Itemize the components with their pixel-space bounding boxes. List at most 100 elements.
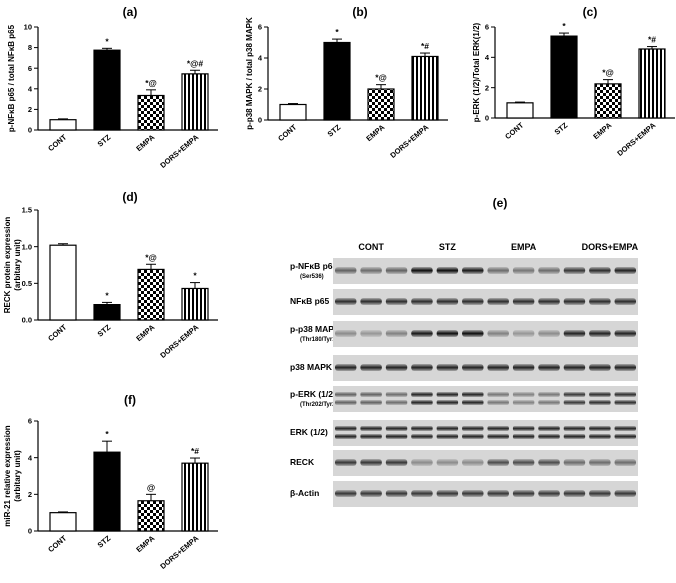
blot-band <box>487 267 509 274</box>
category-label: EMPA <box>591 120 613 141</box>
y-axis-title: p-ERK (1/2)/Total ERK(1/2) <box>472 22 481 122</box>
blot-row-label: p-NFκB p65 <box>290 261 338 271</box>
blot-band <box>614 400 636 405</box>
blot-band <box>411 330 433 337</box>
blot-band <box>462 392 484 397</box>
category-label: DORS+EMPA <box>158 132 200 170</box>
significance-label: * <box>105 290 109 300</box>
blot-band <box>487 490 509 497</box>
blot-band <box>589 459 611 466</box>
category-label: EMPA <box>134 533 156 554</box>
blot-band <box>614 330 636 337</box>
blot-band <box>614 298 636 305</box>
blot-band <box>563 298 586 305</box>
bar-dors-empa <box>411 55 439 121</box>
blot-row-7: β-Actin <box>290 481 638 507</box>
blot-band <box>538 459 560 466</box>
blot-band <box>563 330 586 337</box>
y-tick-label: 6 <box>258 23 262 32</box>
blot-row-2: p-p38 MAPK (Thr180/Tyr182) <box>290 321 638 347</box>
y-tick-label: 6 <box>485 23 489 32</box>
blot-band <box>385 267 408 274</box>
blot-row-1: NFκB p65 <box>290 289 638 315</box>
blot-band <box>436 298 459 305</box>
y-tick-label: 0.0 <box>22 316 32 325</box>
blot-strip <box>333 420 638 446</box>
blot-row-sublabel: (Thr180/Tyr182) <box>300 337 344 343</box>
panel-label: (f) <box>124 393 136 407</box>
blot-row-sublabel: (Thr202/Tyr204) <box>300 402 344 408</box>
category-label: CONT <box>46 132 68 153</box>
bar-cont <box>49 512 77 532</box>
blot-band <box>589 330 611 337</box>
blot-band <box>385 392 408 397</box>
bar-stz <box>323 41 351 121</box>
y-tick-label: 2 <box>28 490 32 499</box>
blot-group-label: EMPA <box>511 242 537 252</box>
blot-group-label: STZ <box>439 242 457 252</box>
blot-row-6: RECK <box>290 450 638 476</box>
significance-label: *# <box>191 446 199 456</box>
blot-band <box>512 330 535 337</box>
y-tick-label: 4 <box>258 54 263 63</box>
blot-band <box>614 364 636 371</box>
blot-band <box>411 490 433 497</box>
blot-band <box>538 330 560 337</box>
blot-strip <box>333 481 638 507</box>
panel-label: (b) <box>352 5 367 19</box>
blot-band <box>462 426 484 431</box>
blot-band <box>512 267 535 274</box>
western-blot-panel: (e) CONT STZ EMPA DORS+EMPA p-NFκB p65 (Ser536… <box>290 196 639 507</box>
blot-band <box>462 434 484 439</box>
blot-band <box>589 490 611 497</box>
blot-band <box>563 426 586 431</box>
significance-label: *@ <box>145 252 157 262</box>
y-axis-title: miR-21 relative expression(arbitary unit… <box>3 425 22 526</box>
y-tick-label: 1.0 <box>22 242 32 251</box>
y-tick-label: 0 <box>485 114 489 123</box>
significance-label: @ <box>147 482 155 492</box>
y-tick-label: 2 <box>258 85 262 94</box>
category-label: STZ <box>326 122 343 138</box>
blot-band <box>487 392 509 397</box>
blot-band <box>411 400 433 405</box>
category-label: STZ <box>96 322 113 338</box>
blot-band <box>360 330 382 337</box>
bar-empa <box>137 268 165 321</box>
blot-band <box>614 267 636 274</box>
blot-row-4: p-ERK (1/2) (Thr202/Tyr204) <box>290 386 638 412</box>
blot-band <box>512 298 535 305</box>
blot-strip <box>333 386 638 412</box>
bar-stz <box>93 451 121 532</box>
blot-band <box>512 400 535 405</box>
blot-band <box>360 490 382 497</box>
blot-band <box>411 267 433 274</box>
blot-band <box>335 330 357 337</box>
y-tick-label: 10 <box>24 23 32 32</box>
blot-group-label: CONT <box>358 242 384 252</box>
blot-band <box>335 434 357 439</box>
category-label: STZ <box>96 533 113 549</box>
blot-row-label: p-p38 MAPK <box>290 324 341 334</box>
blot-band <box>512 459 535 466</box>
blot-band <box>538 400 560 405</box>
blot-row-label: NFκB p65 <box>290 296 329 306</box>
bar-dors-empa <box>181 287 209 321</box>
significance-label: *@ <box>375 73 387 83</box>
y-tick-label: 6 <box>28 64 32 73</box>
blot-band <box>563 459 586 466</box>
blot-band <box>512 426 535 431</box>
blot-band <box>360 426 382 431</box>
y-tick-label: 1.5 <box>22 206 32 215</box>
y-tick-label: 4 <box>485 53 490 62</box>
y-axis-title: p-p38 MAPK / total p38 MAPK <box>245 17 254 130</box>
blot-band <box>589 267 611 274</box>
blot-band <box>538 298 560 305</box>
category-label: EMPA <box>134 132 156 153</box>
panel-label: (a) <box>123 5 138 19</box>
bar-chart-0: (a) 0 2 4 6 8 10 p-NFκB p65 / total NFκB p65 CON… <box>7 5 218 170</box>
blot-band <box>360 400 382 405</box>
bar-empa <box>594 83 622 119</box>
bar-empa <box>137 500 165 532</box>
